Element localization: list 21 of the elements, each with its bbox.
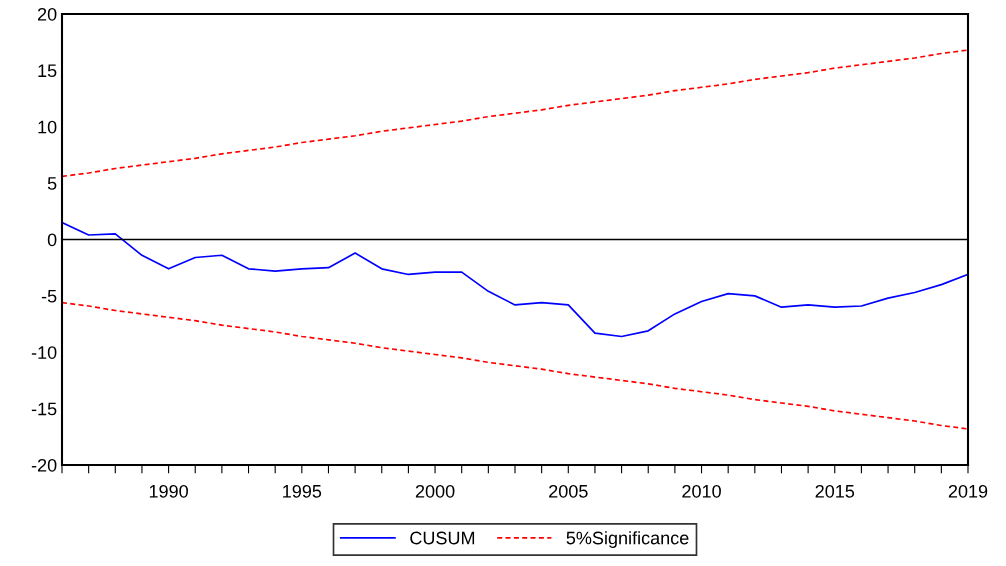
y-tick-label: -15	[31, 402, 57, 416]
legend-label: 5%Significance	[566, 531, 689, 548]
x-tick-label: 2005	[549, 484, 588, 498]
y-tick-label: 15	[38, 64, 57, 78]
y-tick-label: -5	[41, 290, 57, 303]
legend-label: CUSUM	[410, 531, 475, 545]
line-series	[62, 301, 968, 430]
y-tick-label: 0	[47, 233, 57, 247]
x-tick-label: 1990	[149, 484, 188, 498]
line-series	[62, 221, 968, 338]
y-tick-label: -10	[31, 346, 57, 359]
y-tick-label: 10	[38, 120, 57, 134]
x-tick-label: 2010	[682, 484, 721, 498]
y-tick-label: -20	[31, 458, 57, 472]
y-tick-label: 5	[47, 177, 57, 190]
y-tick-label: 20	[37, 7, 57, 21]
x-tick-label: 2015	[815, 484, 855, 498]
x-tick-label: 2019	[948, 484, 988, 498]
x-tick-label: 1995	[283, 484, 322, 498]
line-series	[62, 49, 968, 178]
x-tick-label: 2000	[415, 484, 455, 498]
